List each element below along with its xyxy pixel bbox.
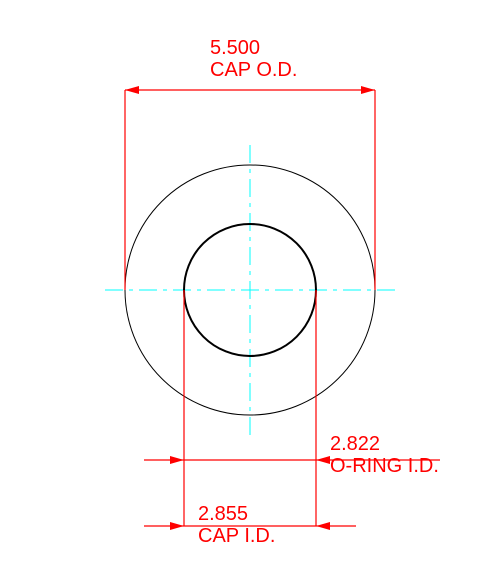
dimension-arrowhead xyxy=(316,522,330,530)
engineering-drawing: 5.500CAP O.D. 2.822O-RING I.D. 2.855CAP I.… xyxy=(0,0,500,580)
dimension-label-oring: O-RING I.D. xyxy=(330,455,439,477)
dimension-value-oring: 2.822 xyxy=(330,433,380,455)
dimension-arrowhead xyxy=(125,86,139,94)
dimension-arrowhead xyxy=(316,456,330,464)
dimension-arrowhead xyxy=(170,522,184,530)
dimension-arrowhead xyxy=(361,86,375,94)
dimension-label-cap-od: CAP O.D. xyxy=(210,59,297,81)
dimension-value-cap-id: 2.855 xyxy=(198,503,248,525)
dimension-label-cap-id: CAP I.D. xyxy=(198,525,275,547)
dimension-value-cap-od: 5.500 xyxy=(210,37,260,59)
dimension-arrowhead xyxy=(170,456,184,464)
